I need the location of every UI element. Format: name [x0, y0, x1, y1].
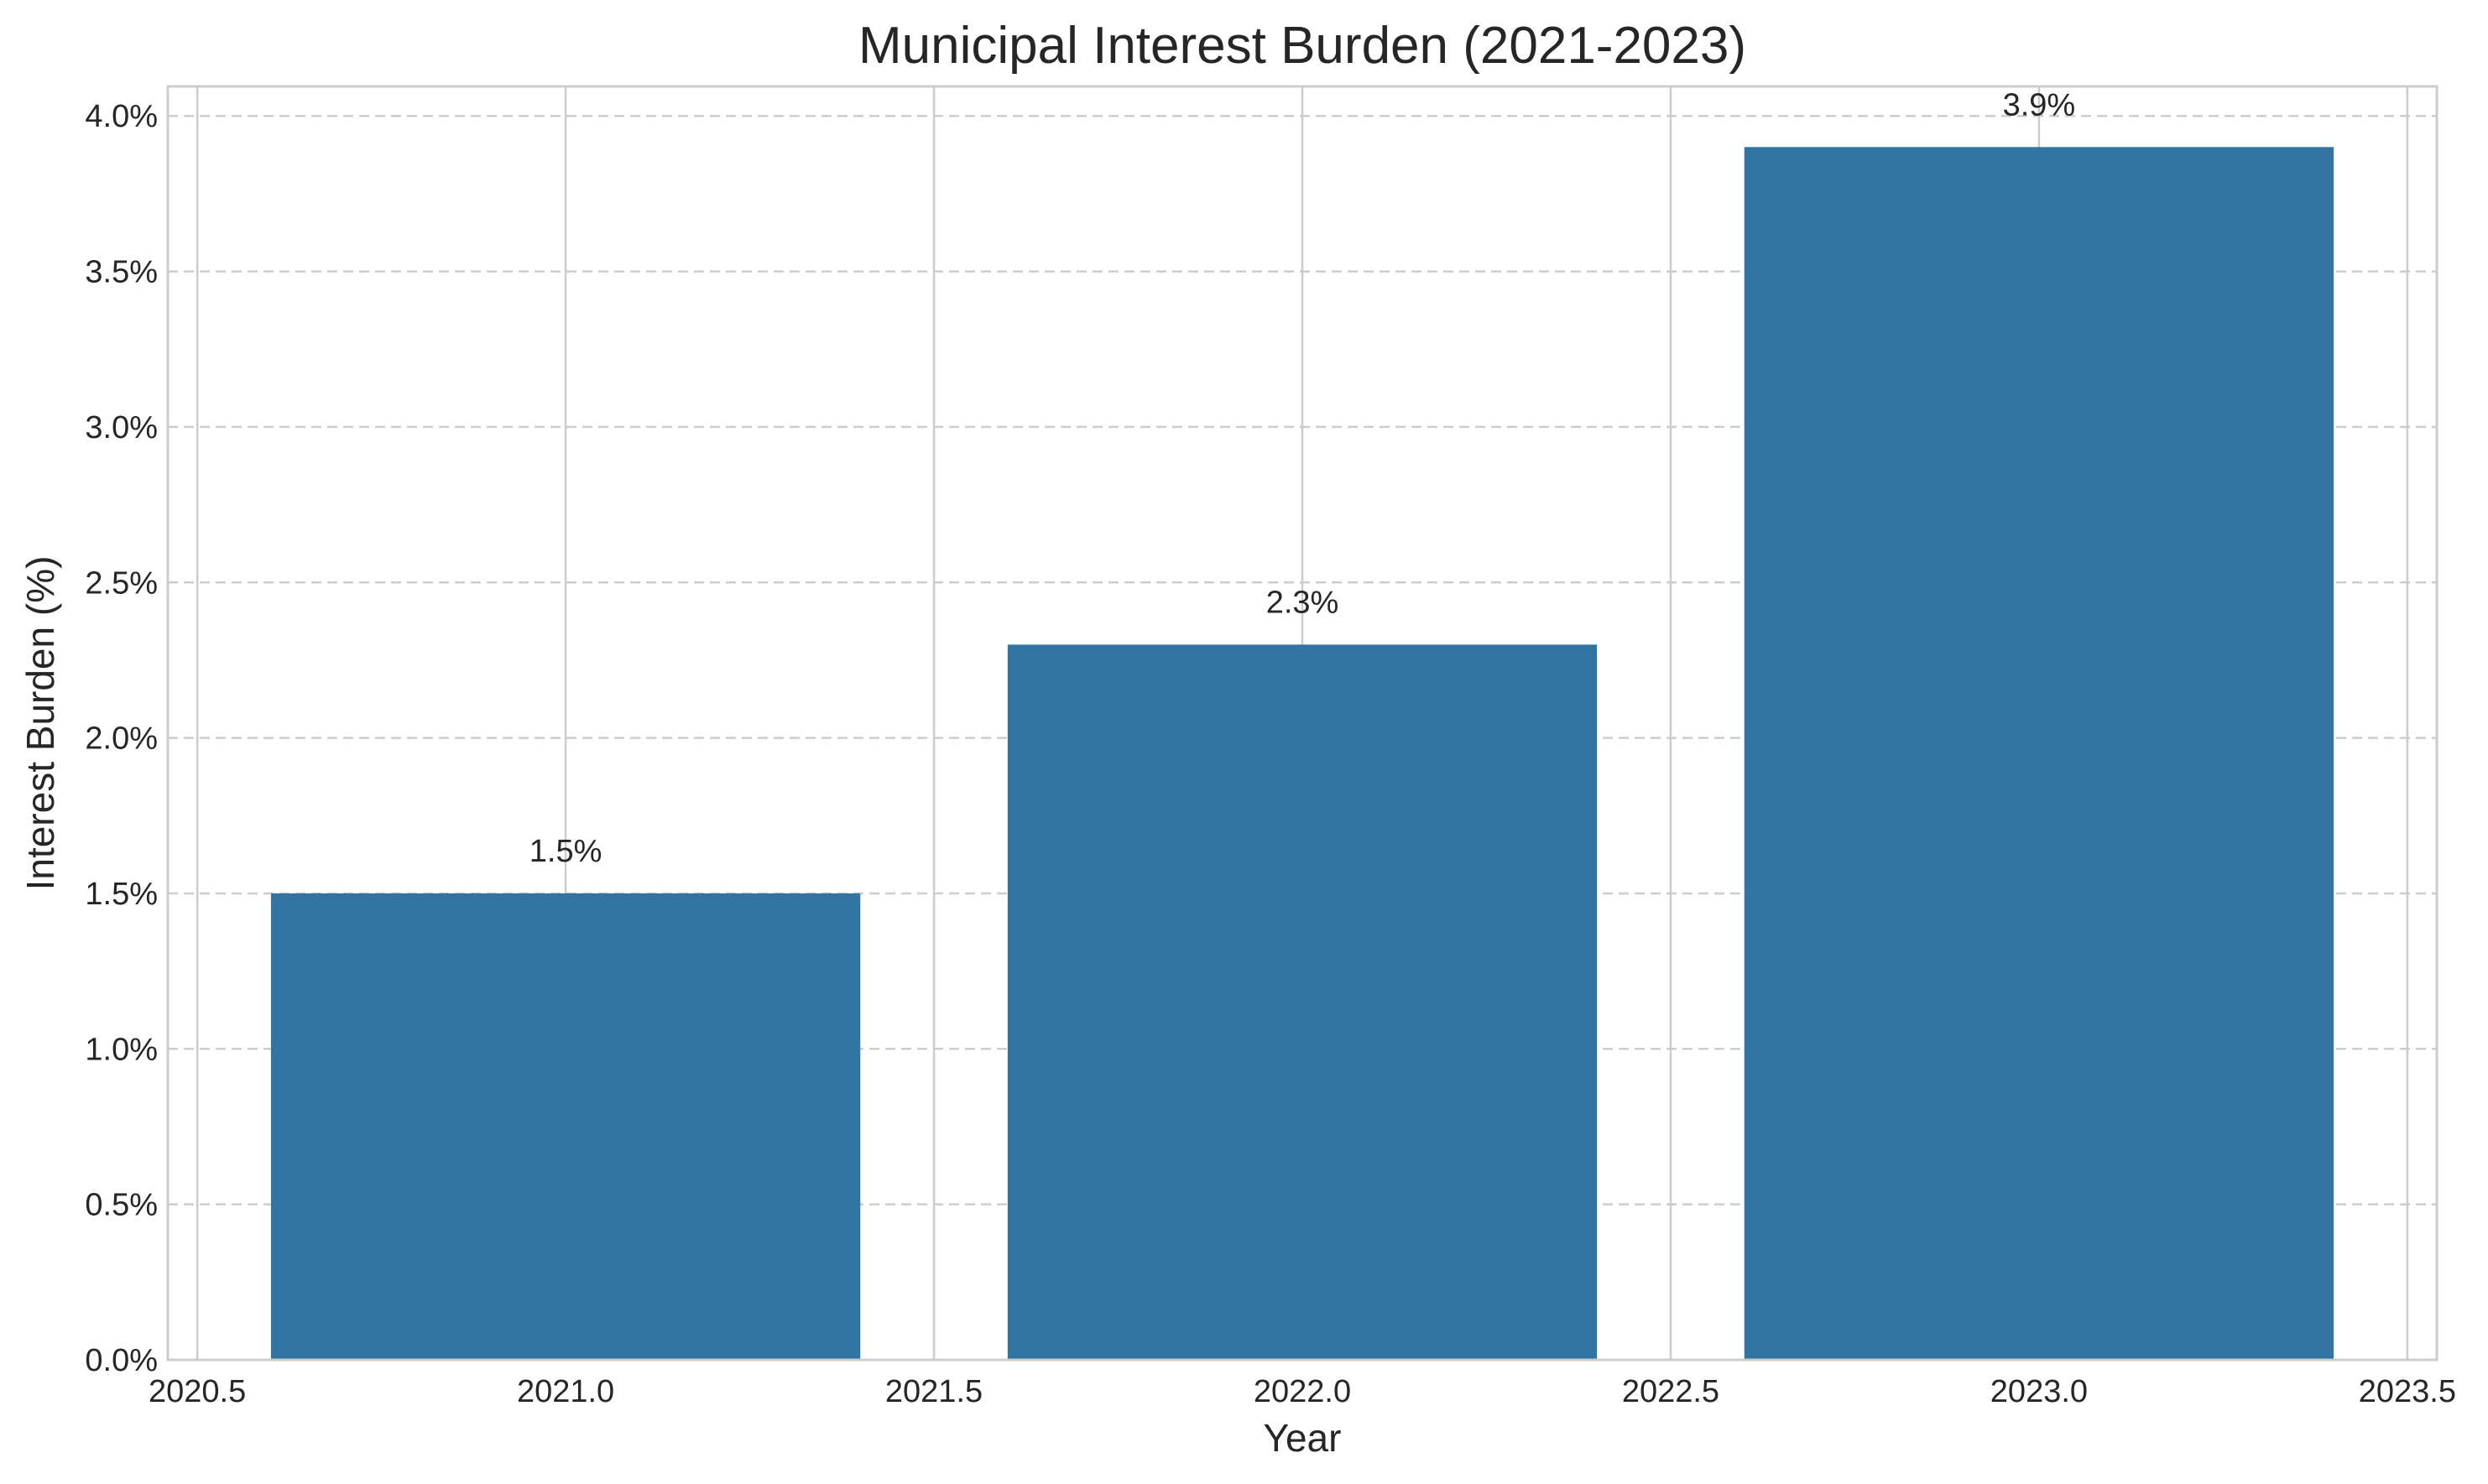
data-labels: 1.5% 2.3% 3.9%: [529, 87, 2075, 869]
y-tick-label: 0.5%: [85, 1188, 158, 1223]
bar-2022: [1007, 644, 1598, 1360]
y-tick-label: 1.0%: [85, 1032, 158, 1067]
x-axis-label: Year: [1264, 1416, 1342, 1460]
y-axis-label: Interest Burden (%): [18, 556, 62, 891]
data-label-2021: 1.5%: [529, 834, 602, 869]
x-tick-label: 2023.5: [2359, 1374, 2456, 1409]
y-tick-label: 3.0%: [85, 410, 158, 445]
data-label-2023: 3.9%: [2003, 87, 2076, 122]
y-tick-label: 2.0%: [85, 721, 158, 757]
y-tick-label: 2.5%: [85, 565, 158, 601]
data-label-2022: 2.3%: [1266, 585, 1339, 620]
y-tick-label: 4.0%: [85, 99, 158, 134]
x-tick-label: 2022.0: [1254, 1374, 1351, 1409]
x-tick-label: 2022.5: [1622, 1374, 1719, 1409]
chart-title: Municipal Interest Burden (2021-2023): [858, 17, 1746, 75]
plot-frame: [166, 85, 2438, 1362]
y-tick-label: 1.5%: [85, 877, 158, 912]
y-tick-labels: 0.0% 0.5% 1.0% 1.5% 2.0% 2.5% 3.0% 3.5% 4.0%: [85, 99, 158, 1378]
bars-layer: [270, 147, 2334, 1360]
x-tick-label: 2021.5: [885, 1374, 983, 1409]
x-tick-labels: 2020.5 2021.0 2021.5 2022.0 2022.5 2023.0 2023…: [149, 1374, 2456, 1409]
y-tick-label: 0.0%: [85, 1343, 158, 1378]
x-tick-label: 2020.5: [149, 1374, 246, 1409]
x-tick-label: 2023.0: [1990, 1374, 2088, 1409]
bar-2021: [270, 893, 861, 1360]
x-tick-label: 2021.0: [517, 1374, 614, 1409]
bar-2023: [1744, 147, 2334, 1360]
y-tick-label: 3.5%: [85, 255, 158, 290]
